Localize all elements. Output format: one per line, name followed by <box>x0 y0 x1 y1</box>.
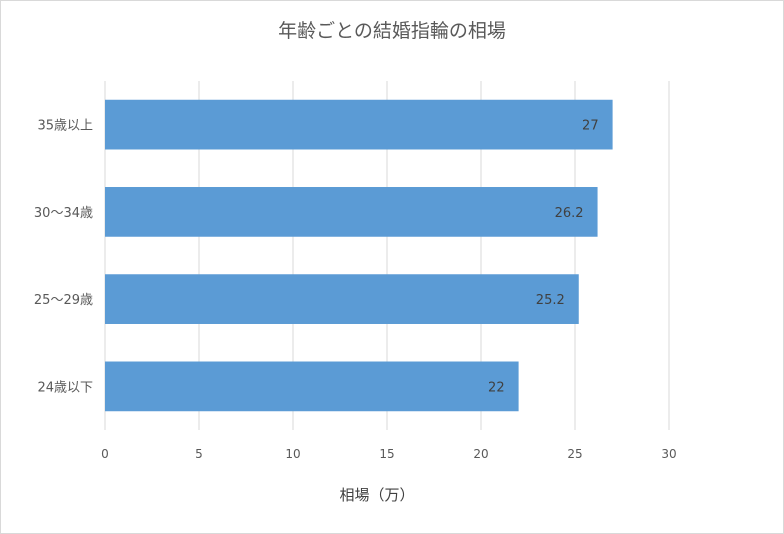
bar-data-label: 26.2 <box>555 206 584 221</box>
x-tick-label: 10 <box>285 447 300 461</box>
x-tick-label: 20 <box>473 447 488 461</box>
bar-data-label: 27 <box>582 119 599 134</box>
bar-data-label: 25.2 <box>536 293 565 308</box>
x-tick-label: 15 <box>379 447 394 461</box>
bar <box>105 361 519 412</box>
x-tick-label: 0 <box>101 447 109 461</box>
bar <box>105 274 579 324</box>
x-axis-title: 相場（万） <box>339 486 414 504</box>
category-label: 30～34歳 <box>34 206 93 221</box>
bar <box>105 187 598 237</box>
x-tick-label: 5 <box>195 447 203 461</box>
chart-title: 年齢ごとの結婚指輪の相場 <box>278 20 506 42</box>
tick-labels: 0 5 10 15 20 25 30 <box>101 447 676 461</box>
x-tick-label: 25 <box>567 447 582 461</box>
bar-data-label: 22 <box>488 380 505 395</box>
bar <box>105 99 613 150</box>
category-label: 24歳以下 <box>37 380 93 395</box>
x-tick-label: 30 <box>661 447 676 461</box>
category-label: 35歳以上 <box>37 119 93 134</box>
category-labels: 35歳以上 30～34歳 25～29歳 24歳以下 <box>34 119 93 396</box>
bars: 27 26.2 25.2 22 <box>105 99 613 412</box>
category-label: 25～29歳 <box>34 293 93 308</box>
